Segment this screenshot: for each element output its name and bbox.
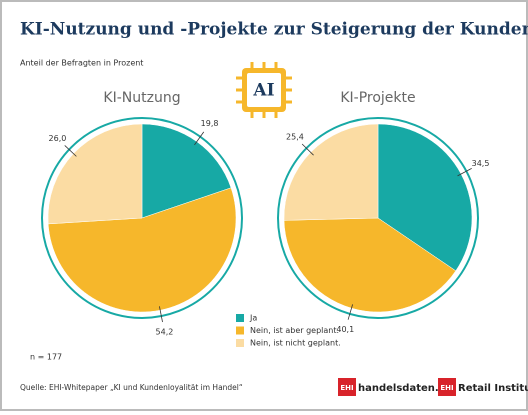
legend-label: Ja	[249, 314, 257, 323]
leader-line	[457, 168, 472, 177]
pie-title: KI-Nutzung	[103, 90, 180, 106]
legend-swatch	[236, 314, 244, 322]
subtitle: Anteil der Befragten in Prozent	[20, 59, 143, 68]
leader-line	[194, 131, 205, 146]
legend-swatch	[236, 326, 244, 335]
legend-swatch	[236, 339, 244, 347]
pie-title: KI-Projekte	[340, 90, 415, 106]
value-label: 25,4	[286, 133, 304, 142]
logo-badge: EHI	[440, 384, 453, 392]
logo-name: handelsdaten.de	[358, 383, 453, 394]
leader-line	[347, 304, 354, 320]
logo-badge: EHI	[340, 384, 353, 392]
logos: EHI handelsdaten.de EHI Retail Institute	[338, 378, 528, 396]
legend-label: Nein, ist nicht geplant.	[250, 339, 341, 348]
value-label: 40,1	[336, 325, 354, 334]
value-label: 19,8	[201, 119, 219, 128]
logo-name: Retail Institute	[458, 383, 528, 394]
chart-title: KI-Nutzung und -Projekte zur Steigerung …	[20, 20, 528, 40]
leader-line	[301, 143, 314, 156]
leader-line	[159, 306, 163, 323]
source: Quelle: EHI-Whitepaper „KI und Kundenloy…	[20, 383, 243, 392]
leader-line	[64, 145, 77, 157]
value-label: 54,2	[156, 327, 174, 336]
icon-label: AI	[252, 81, 274, 101]
note: n = 177	[30, 353, 62, 362]
ai-icon: AI	[236, 62, 292, 118]
value-label: 26,0	[49, 134, 67, 143]
value-label: 34,5	[472, 159, 490, 168]
legend-label: Nein, ist aber geplant.	[250, 326, 339, 335]
